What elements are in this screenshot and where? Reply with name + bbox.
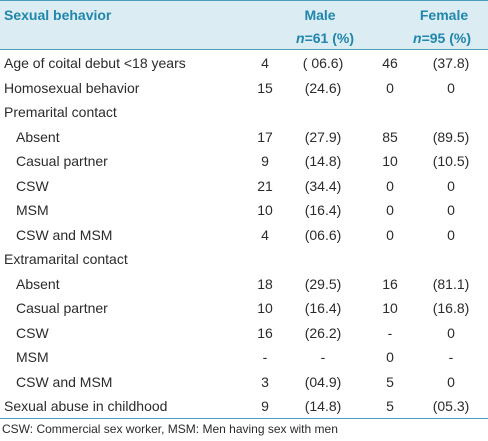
cell: (27.9) <box>304 128 342 145</box>
n-symbol: n <box>413 30 422 46</box>
cell: 17 <box>257 128 273 145</box>
header-band <box>0 0 488 50</box>
cell: 3 <box>261 373 269 390</box>
cell: 0 <box>447 177 455 194</box>
cell: (10.5) <box>432 153 470 169</box>
n-symbol: n <box>296 30 305 46</box>
cell: 0 <box>386 177 394 194</box>
cell: (14.8) <box>304 398 342 414</box>
cell: 0 <box>386 349 394 365</box>
cell: 0 <box>447 79 455 96</box>
sub-row-label: CSW <box>16 177 49 194</box>
cell: 5 <box>386 398 394 414</box>
cell: 0 <box>447 202 455 218</box>
cell: 15 <box>257 79 273 96</box>
cell: (29.5) <box>304 275 342 292</box>
cell: 0 <box>386 202 394 218</box>
cell: 0 <box>386 226 394 243</box>
cell: 16 <box>382 275 398 292</box>
row-label: Homosexual behavior <box>4 79 140 96</box>
cell: 0 <box>447 324 455 341</box>
cell: - <box>387 324 393 341</box>
header-male-sub: n=61 (%) <box>296 29 354 47</box>
cell: (34.4) <box>304 177 342 194</box>
cell: 16 <box>257 324 273 341</box>
cell: 4 <box>261 226 269 243</box>
cell: (16.4) <box>304 300 342 316</box>
cell: ( 06.6) <box>302 55 344 71</box>
count: =61 (%) <box>304 30 354 46</box>
cell: 10 <box>257 300 273 316</box>
cell: (24.6) <box>304 79 342 96</box>
sub-row-label: MSM <box>16 349 49 365</box>
sub-row-label: Absent <box>16 275 60 292</box>
header-female-sub: n=95 (%) <box>413 29 471 47</box>
footer-rule <box>0 418 488 419</box>
cell: (37.8) <box>432 55 470 71</box>
cell: 85 <box>382 128 398 145</box>
cell: (16.4) <box>304 202 342 218</box>
cell: (04.9) <box>304 373 342 390</box>
count: =95 (%) <box>421 30 471 46</box>
row-label: Extramarital contact <box>4 251 128 267</box>
cell: 0 <box>386 79 394 96</box>
header-female: Female <box>419 7 469 23</box>
cell: (89.5) <box>432 128 470 145</box>
sub-row-label: CSW and MSM <box>16 373 113 390</box>
cell: 0 <box>447 226 455 243</box>
cell: (81.1) <box>432 275 470 292</box>
cell: 21 <box>257 177 273 194</box>
cell: 10 <box>382 300 398 316</box>
footnote: CSW: Commercial sex worker, MSM: Men hav… <box>2 422 338 436</box>
sub-row-label: Casual partner <box>16 300 108 316</box>
cell: (26.2) <box>304 324 342 341</box>
cell: 0 <box>447 373 455 390</box>
sub-row-label: Casual partner <box>16 153 108 169</box>
cell: - <box>448 349 454 365</box>
sub-row-label: CSW <box>16 324 49 341</box>
row-label: Premarital contact <box>4 104 117 120</box>
sub-row-label: Absent <box>16 128 60 145</box>
sub-row-label: MSM <box>16 202 49 218</box>
cell: 10 <box>257 202 273 218</box>
cell: 9 <box>261 398 269 414</box>
cell: (06.6) <box>304 226 342 243</box>
cell: 9 <box>261 153 269 169</box>
header-label: Sexual behavior <box>4 7 112 23</box>
cell: 10 <box>382 153 398 169</box>
row-label: Sexual abuse in childhood <box>4 398 168 414</box>
cell: (14.8) <box>304 153 342 169</box>
cell: 46 <box>382 55 398 71</box>
cell: (05.3) <box>432 398 470 414</box>
cell: - <box>320 349 326 365</box>
cell: 4 <box>261 55 269 71</box>
cell: 18 <box>257 275 273 292</box>
cell: 5 <box>386 373 394 390</box>
row-label: Age of coital debut <18 years <box>4 55 186 71</box>
cell: - <box>262 349 268 365</box>
cell: (16.8) <box>432 300 470 316</box>
header-male: Male <box>304 7 336 23</box>
sub-row-label: CSW and MSM <box>16 226 113 243</box>
